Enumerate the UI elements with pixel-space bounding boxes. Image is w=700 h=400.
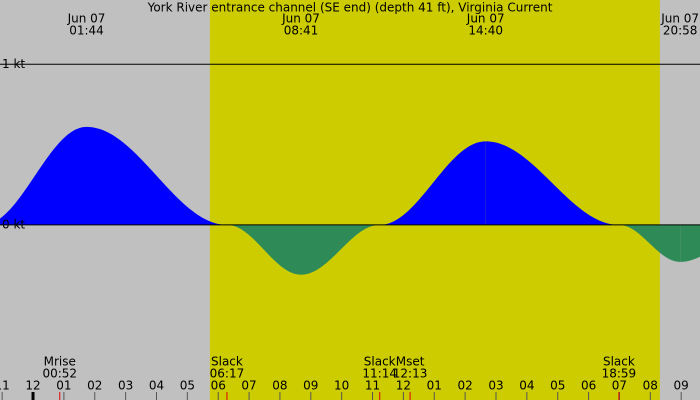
event-time: 11:14 <box>362 367 397 381</box>
current-curve <box>0 126 700 275</box>
x-tick-label: 03 <box>118 379 133 393</box>
y-tick-label: 1 kt <box>2 57 25 71</box>
event-name: Mrise <box>44 355 76 369</box>
event-name: Slack <box>603 355 635 369</box>
x-tick-label: 07 <box>241 379 256 393</box>
peak-date: Jun 07 <box>466 12 505 26</box>
x-tick-label: 08 <box>643 379 658 393</box>
flood-area <box>86 126 227 225</box>
ebb-area <box>301 224 380 275</box>
event-time: 18:59 <box>602 367 637 381</box>
x-tick-label: 01 <box>427 379 442 393</box>
flood-area <box>485 141 619 225</box>
x-tick-label: 05 <box>550 379 565 393</box>
chart-title: York River entrance channel (SE end) (de… <box>147 1 553 15</box>
x-tick-label: 12 <box>25 379 40 393</box>
x-tick-label: 04 <box>149 379 164 393</box>
x-tick-label: 12 <box>396 379 411 393</box>
peak-time: 20:58 <box>663 24 698 38</box>
flood-area <box>0 126 87 225</box>
x-tick-label: 01 <box>56 379 71 393</box>
x-tick-label: 05 <box>180 379 195 393</box>
x-tick-label: 10 <box>334 379 349 393</box>
x-tick-label: 03 <box>488 379 503 393</box>
ebb-area <box>680 224 700 262</box>
peak-time: 01:44 <box>69 24 104 38</box>
x-tick-label: 11 <box>365 379 380 393</box>
x-tick-label: 09 <box>303 379 318 393</box>
peak-time: 08:41 <box>284 24 319 38</box>
flood-area <box>379 141 486 225</box>
x-tick-label: 02 <box>457 379 472 393</box>
event-time: 00:52 <box>42 367 77 381</box>
event-name: Mset <box>396 355 425 369</box>
x-tick-label: 11 <box>0 379 10 393</box>
ebb-area <box>226 224 302 275</box>
y-tick-label: 0 kt <box>2 217 25 231</box>
peak-date: Jun 07 <box>281 12 320 26</box>
x-tick-label: 07 <box>612 379 627 393</box>
x-tick-label: 09 <box>674 379 689 393</box>
event-time: 12:13 <box>393 367 428 381</box>
x-tick-label: 06 <box>581 379 596 393</box>
peak-time: 14:40 <box>468 24 503 38</box>
x-tick-label: 02 <box>87 379 102 393</box>
x-tick-label: 08 <box>272 379 287 393</box>
ebb-area <box>618 224 681 262</box>
foreground: 0 kt 1 kt 11 12 01 02 03 04 05 06 07 08 09 10 11 12 01 02… <box>0 12 700 400</box>
peak-date: Jun 07 <box>660 12 699 26</box>
event-name: Slack <box>211 355 243 369</box>
x-tick-label: 04 <box>519 379 534 393</box>
peak-date: Jun 07 <box>67 12 106 26</box>
event-name: Slack <box>364 355 396 369</box>
x-tick-label: 06 <box>211 379 226 393</box>
event-time: 06:17 <box>210 367 245 381</box>
